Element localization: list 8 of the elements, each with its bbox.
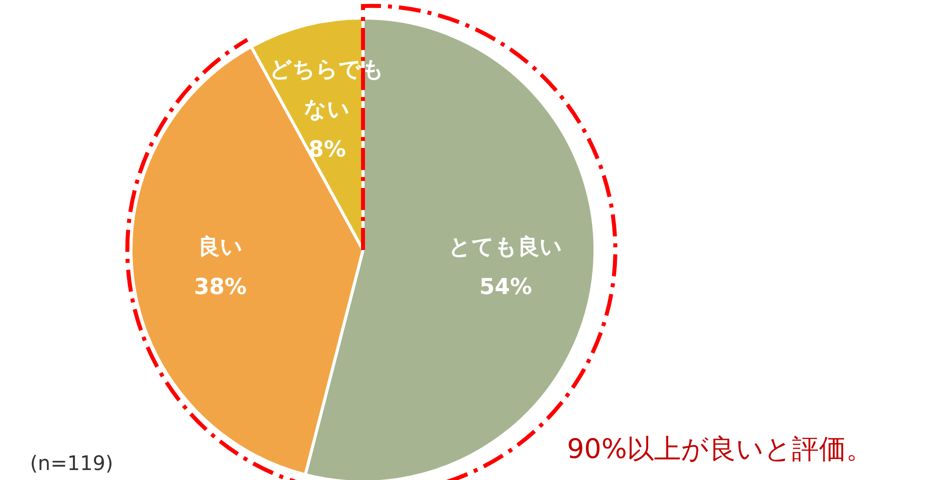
text: (n=119): [30, 451, 114, 475]
slice-label: 良い: [198, 234, 243, 260]
data-label: 8%: [308, 138, 346, 163]
slice-label: とても良い: [448, 234, 563, 260]
slice-label: どちらでもない: [270, 58, 385, 123]
text: 90%以上が良いと評価。: [566, 434, 874, 465]
data-label: 54%: [479, 275, 532, 300]
data-label: 38%: [194, 275, 247, 300]
